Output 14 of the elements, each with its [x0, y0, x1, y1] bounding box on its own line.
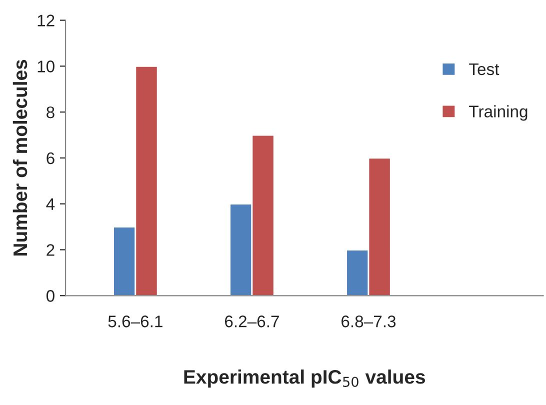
y-tick-label: 2 [46, 244, 54, 256]
y-tick-label: 4 [46, 198, 55, 210]
y-tick-label: 6 [46, 152, 54, 164]
x-tick-label: 6.2–6.7 [225, 316, 279, 328]
y-tick-label: 12 [38, 14, 54, 26]
x-axis-title: Experimental pIC$_{50}$ values [184, 370, 425, 388]
legend-label: Test [469, 63, 500, 76]
y-axis-title: Number of molecules [12, 60, 28, 256]
y-tick-label: 10 [38, 60, 54, 72]
y-tick-label: 8 [46, 106, 54, 118]
y-tick-label: 0 [46, 290, 54, 302]
x-tick-label: 5.6–6.1 [108, 316, 162, 328]
x-tick-label: 6.8–7.3 [342, 316, 396, 328]
legend-label: Training [469, 105, 528, 121]
